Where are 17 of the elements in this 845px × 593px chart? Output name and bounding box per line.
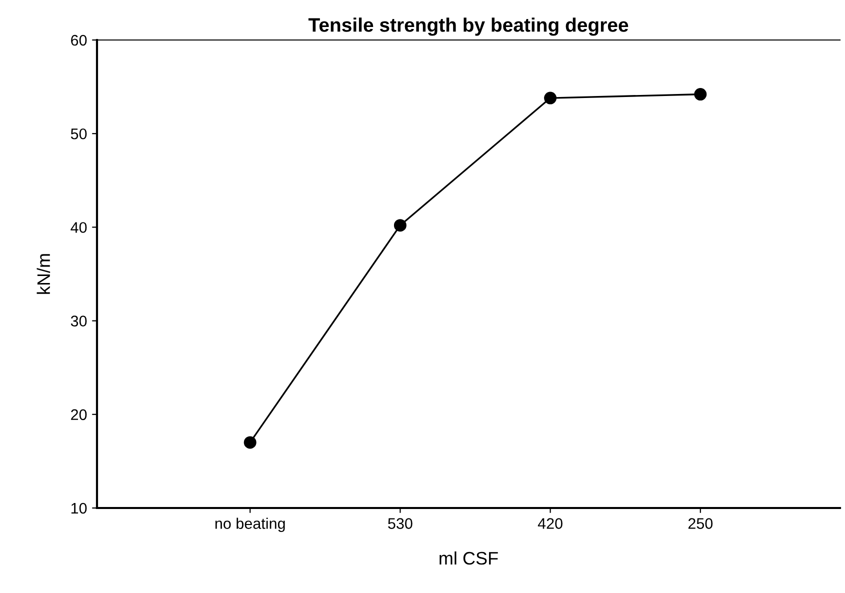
- x-tick-label: no beating: [215, 518, 285, 532]
- y-tick-label: 30: [70, 316, 87, 326]
- y-axis-title: kN/m: [36, 254, 50, 294]
- point: [394, 219, 406, 232]
- y-tick-label: 10: [71, 502, 87, 514]
- point: [244, 436, 256, 449]
- chart-title: Tensile strength by beating degree: [308, 18, 628, 36]
- x-tick-label: 530: [388, 518, 412, 529]
- x-tick-label: 250: [688, 518, 713, 529]
- point: [544, 92, 557, 104]
- point: [694, 88, 707, 101]
- y-tick-label: 50: [70, 128, 87, 140]
- y-tick-label: 60: [71, 34, 87, 46]
- y-tick-label: 20: [71, 409, 87, 420]
- y-tick-label: 40: [70, 222, 87, 233]
- x-tick-label: 420: [538, 518, 562, 529]
- x-axis-title: ml CSF: [440, 551, 498, 565]
